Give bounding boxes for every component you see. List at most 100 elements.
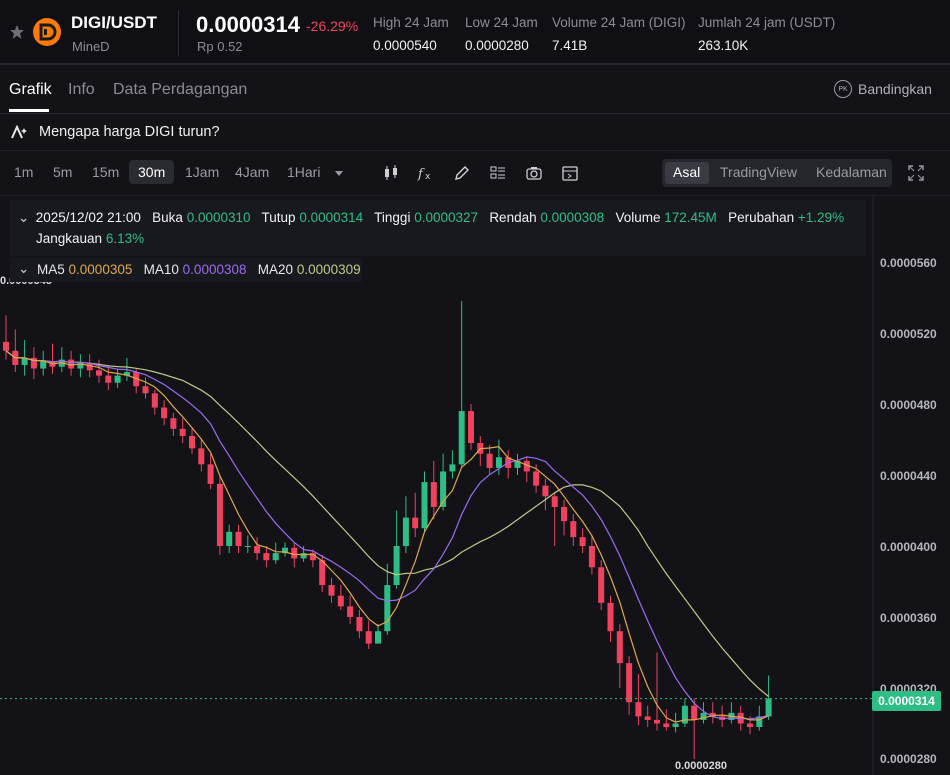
chevron-down-icon[interactable] xyxy=(330,164,348,182)
change-value: +1.29% xyxy=(797,210,845,225)
ma-collapse-chevron-icon[interactable]: ⌄ xyxy=(18,261,30,276)
volume-value: 172.45M xyxy=(664,210,717,225)
candle-body xyxy=(151,393,158,408)
candle-body xyxy=(412,517,419,529)
ma20-line xyxy=(5,350,769,697)
low-label: Rendah xyxy=(489,210,537,225)
candle-body xyxy=(96,370,102,376)
candle-body xyxy=(393,546,400,586)
candle-body xyxy=(216,483,223,546)
draw-pencil-icon[interactable] xyxy=(453,164,471,182)
collapse-chevron-icon[interactable]: ⌄ xyxy=(18,210,30,225)
timeframe-15m[interactable]: 15m xyxy=(92,164,120,180)
candle-body xyxy=(570,521,577,538)
candle-body xyxy=(523,460,530,472)
ohlc-info-panel: ⌄ 2025/12/02 21:00 Buka 0.0000310 Tutup … xyxy=(10,200,866,256)
favorite-star-icon[interactable] xyxy=(9,24,25,40)
candle-body xyxy=(607,602,614,632)
candle-body xyxy=(356,617,363,632)
view-tradingview[interactable]: TradingView xyxy=(720,164,798,180)
camera-icon[interactable] xyxy=(525,164,543,182)
ticker-header: DIGI/USDT MineD 0.0000314 -26.29% Rp 0.5… xyxy=(0,0,950,65)
ma10-label: MA10 xyxy=(143,262,179,277)
candle-body xyxy=(709,712,716,717)
ohlc-date: 2025/12/02 21:00 xyxy=(35,210,141,225)
ma10-line xyxy=(5,350,769,720)
ai-sparkle-icon xyxy=(11,125,27,139)
candle-body xyxy=(756,716,763,728)
volume-label: Volume xyxy=(615,210,661,225)
candle-body xyxy=(458,411,465,465)
main-tabs: Grafik Info Data Perdagangan PK Bandingk… xyxy=(0,65,950,114)
candle-body xyxy=(105,375,112,383)
candle-body xyxy=(588,546,595,568)
candle-body xyxy=(235,531,242,546)
candle-body xyxy=(421,482,428,529)
candle-body xyxy=(328,585,335,596)
candle-body xyxy=(272,553,279,561)
candle-body xyxy=(449,464,456,472)
layout-grid-icon[interactable] xyxy=(489,164,507,182)
candle-body xyxy=(691,705,698,720)
high-24h-value: 0.0000540 xyxy=(373,38,437,53)
candle-body xyxy=(40,361,47,369)
candle-body xyxy=(486,453,493,468)
y-tick: 0.0000480 xyxy=(880,398,937,412)
calendar-icon[interactable] xyxy=(561,164,579,182)
close-value: 0.0000314 xyxy=(299,210,364,225)
volume-24h-value: 7.41B xyxy=(552,38,588,53)
candle-body xyxy=(77,363,84,369)
why-price-link[interactable]: Mengapa harga DIGI turun? xyxy=(11,124,220,140)
timeframe-1m[interactable]: 1m xyxy=(14,164,34,180)
view-kedalaman[interactable]: Kedalaman xyxy=(816,164,887,180)
candle-body xyxy=(663,723,670,728)
candle-body xyxy=(542,485,549,497)
candle-body xyxy=(533,471,540,486)
candle-body xyxy=(300,553,307,559)
candle-body xyxy=(765,698,772,717)
candle-body xyxy=(495,457,502,468)
low-24h-label: Low 24 Jam xyxy=(465,15,538,30)
candle-body xyxy=(551,496,558,507)
why-price-text: Mengapa harga DIGI turun? xyxy=(39,124,220,140)
candle-body xyxy=(30,357,37,369)
project-name: MineD xyxy=(72,39,110,54)
last-price: 0.0000314 xyxy=(196,12,300,37)
candle-body xyxy=(179,428,186,436)
change-label: Perubahan xyxy=(728,210,795,225)
candle-body xyxy=(616,631,623,664)
compare-button[interactable]: PK Bandingkan xyxy=(834,80,932,98)
ma5-label: MA5 xyxy=(37,262,65,277)
candle-body xyxy=(291,547,298,559)
turnover-24h-label: Jumlah 24 jam (USDT) xyxy=(698,15,836,30)
timeframe-1jam[interactable]: 1Jam xyxy=(185,164,220,180)
fullscreen-icon[interactable] xyxy=(907,164,925,182)
candle-body xyxy=(514,460,521,468)
y-tick: 0.0000360 xyxy=(880,611,937,625)
timeframe-1hari[interactable]: 1Hari xyxy=(287,164,321,180)
svg-text:f: f xyxy=(417,167,425,182)
tab-grafik[interactable]: Grafik xyxy=(9,81,52,98)
view-asal[interactable]: Asal xyxy=(673,164,701,180)
timeframe-4jam[interactable]: 4Jam xyxy=(235,164,270,180)
candle-body xyxy=(626,663,633,703)
open-label: Buka xyxy=(152,210,183,225)
view-mode-switch: Asal TradingView Kedalaman xyxy=(662,159,892,187)
candle-body xyxy=(672,723,679,728)
ma-legend: ⌄ MA5 0.0000305 MA10 0.0000308 MA20 0.00… xyxy=(10,258,362,282)
timeframe-30m[interactable]: 30m xyxy=(129,160,175,184)
y-tick: 0.0000280 xyxy=(880,752,937,766)
candlestick-chart[interactable] xyxy=(0,195,950,775)
low-24h-value: 0.0000280 xyxy=(465,38,529,53)
tab-trade-data[interactable]: Data Perdagangan xyxy=(113,81,248,98)
candle-type-icon[interactable] xyxy=(382,164,400,182)
candle-body xyxy=(402,517,409,546)
timeframe-5m[interactable]: 5m xyxy=(53,164,73,180)
high-value: 0.0000327 xyxy=(414,210,479,225)
candle-body xyxy=(3,341,9,351)
candle-body xyxy=(681,705,688,724)
tab-info[interactable]: Info xyxy=(68,81,95,98)
volume-24h-label: Volume 24 Jam (DIGI) xyxy=(552,15,686,30)
pair-name[interactable]: DIGI/USDT xyxy=(71,13,157,32)
